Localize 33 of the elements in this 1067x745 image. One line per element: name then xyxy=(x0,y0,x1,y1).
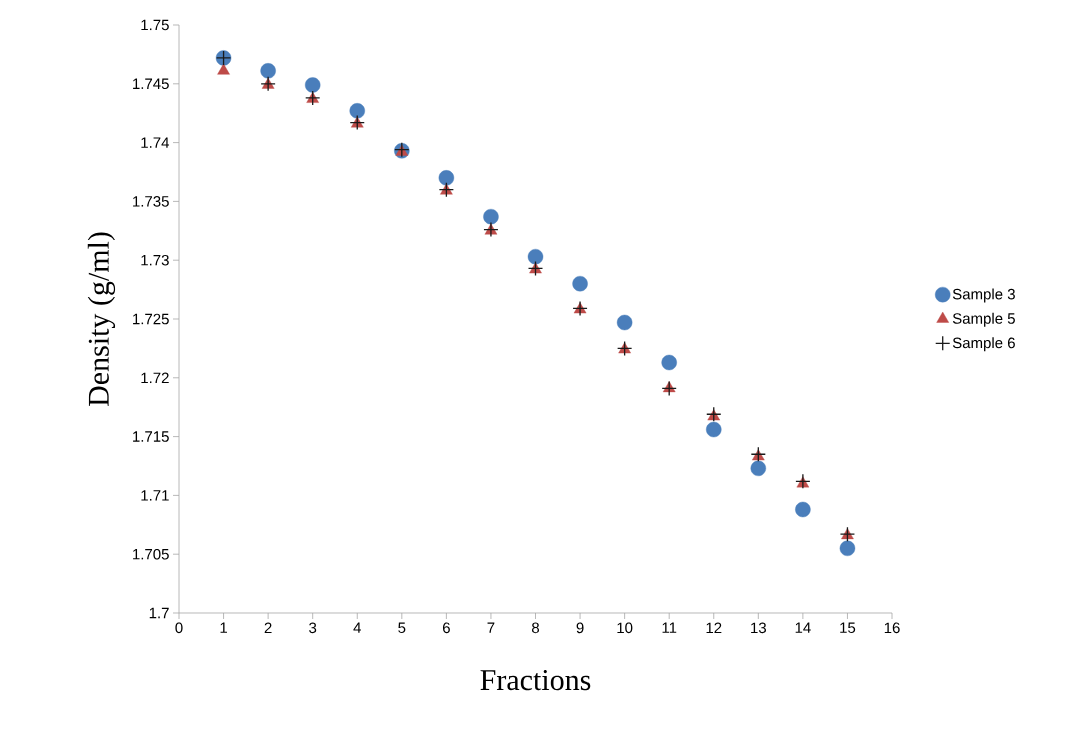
y-tick-label: 1.74 xyxy=(141,137,170,148)
y-tick-label: 1.73 xyxy=(141,254,169,266)
x-tick-label: 15 xyxy=(840,622,856,633)
x-tick-label: 12 xyxy=(706,622,722,633)
legend-label: Sample 6 xyxy=(952,337,1015,352)
x-tick-label: 14 xyxy=(795,622,811,633)
legend-label: Sample 5 xyxy=(952,312,1015,327)
x-tick-label: 8 xyxy=(531,622,540,634)
x-tick-label: 2 xyxy=(264,622,272,633)
y-tick-label: 1.75 xyxy=(141,19,169,31)
x-tick-label: 0 xyxy=(175,622,183,634)
x-tick-label: 11 xyxy=(662,622,677,633)
x-tick-label: 16 xyxy=(884,622,900,634)
y-tick-label: 1.7 xyxy=(149,607,169,619)
y-tick-label: 1.72 xyxy=(141,372,169,384)
y-tick-label: 1.705 xyxy=(133,548,169,560)
x-axis-title: Fractions xyxy=(480,670,591,691)
x-tick-label: 6 xyxy=(442,622,450,634)
legend-label: Sample 3 xyxy=(952,288,1015,303)
x-tick-label: 3 xyxy=(309,622,317,634)
y-tick-label: 1.71 xyxy=(141,490,169,501)
x-tick-label: 13 xyxy=(751,622,766,634)
y-axis-title: Density (g/ml) xyxy=(87,232,116,407)
y-tick-label: 1.735 xyxy=(133,196,169,207)
y-tick-label: 1.725 xyxy=(133,313,169,325)
x-tick-label: 9 xyxy=(576,622,584,634)
x-tick-label: 4 xyxy=(353,622,361,633)
x-tick-label: 10 xyxy=(617,622,633,634)
y-tick-label: 1.715 xyxy=(133,431,169,442)
y-tick-label: 1.745 xyxy=(133,78,169,90)
x-tick-label: 5 xyxy=(398,622,406,633)
x-tick-label: 7 xyxy=(487,622,495,633)
x-tick-label: 1 xyxy=(220,622,227,633)
